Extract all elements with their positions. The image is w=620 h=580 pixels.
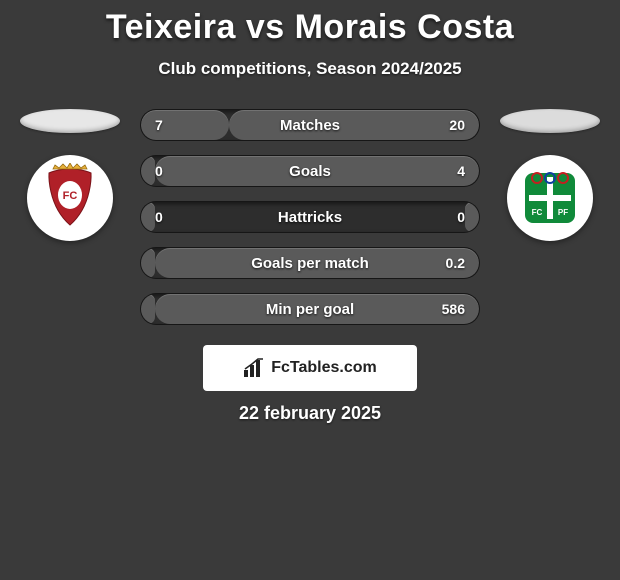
stat-bars: 720Matches04Goals00Hattricks0.2Goals per… xyxy=(140,109,480,325)
stat-right-value: 0.2 xyxy=(446,248,465,278)
stat-bar-right-fill xyxy=(465,202,479,232)
left-club-badge: FC xyxy=(27,155,113,241)
date: 22 february 2025 xyxy=(0,403,620,424)
stat-bar: 0 0Hattricks xyxy=(140,201,480,233)
stat-right-value: 4 xyxy=(457,156,465,186)
shield-icon: FC xyxy=(35,163,105,233)
stat-left-value: 0 xyxy=(155,202,163,232)
stat-bar-left-fill xyxy=(141,156,155,186)
stat-bar: 720Matches xyxy=(140,109,480,141)
stat-bar-left-fill xyxy=(141,202,155,232)
stat-right-value: 586 xyxy=(442,294,465,324)
stat-bar: 0.2Goals per match xyxy=(140,247,480,279)
shield-icon: FC PF xyxy=(515,163,585,233)
bars-icon xyxy=(243,358,265,378)
stat-left-value: 0 xyxy=(155,156,163,186)
stat-bar: 586Min per goal xyxy=(140,293,480,325)
stat-bar-right-fill xyxy=(155,294,479,324)
comparison-body: FC 720Matches04Goals00Hattricks0.2Goals … xyxy=(0,109,620,325)
svg-text:FC: FC xyxy=(63,190,78,202)
stat-right-value: 20 xyxy=(449,110,465,140)
subtitle: Club competitions, Season 2024/2025 xyxy=(0,59,620,79)
svg-text:FC: FC xyxy=(532,208,543,217)
page-title: Teixeira vs Morais Costa xyxy=(0,8,620,47)
right-player-ellipse xyxy=(500,109,600,133)
stat-bar-right-fill xyxy=(155,248,479,278)
stat-bar: 04Goals xyxy=(140,155,480,187)
stat-bar-left-fill xyxy=(141,248,155,278)
stat-label: Hattricks xyxy=(141,202,479,232)
right-player-column: FC PF xyxy=(494,109,606,241)
left-player-ellipse xyxy=(20,109,120,133)
branding: FcTables.com xyxy=(203,345,417,391)
right-club-badge: FC PF xyxy=(507,155,593,241)
stat-left-value: 7 xyxy=(155,110,163,140)
stat-right-value: 0 xyxy=(457,202,465,232)
stat-bar-left-fill xyxy=(141,294,155,324)
stat-bar-right-fill xyxy=(155,156,479,186)
comparison-card: Teixeira vs Morais Costa Club competitio… xyxy=(0,0,620,424)
stat-bar-right-fill xyxy=(229,110,479,140)
svg-text:PF: PF xyxy=(558,208,568,217)
left-player-column: FC xyxy=(14,109,126,241)
branding-text: FcTables.com xyxy=(271,359,377,377)
